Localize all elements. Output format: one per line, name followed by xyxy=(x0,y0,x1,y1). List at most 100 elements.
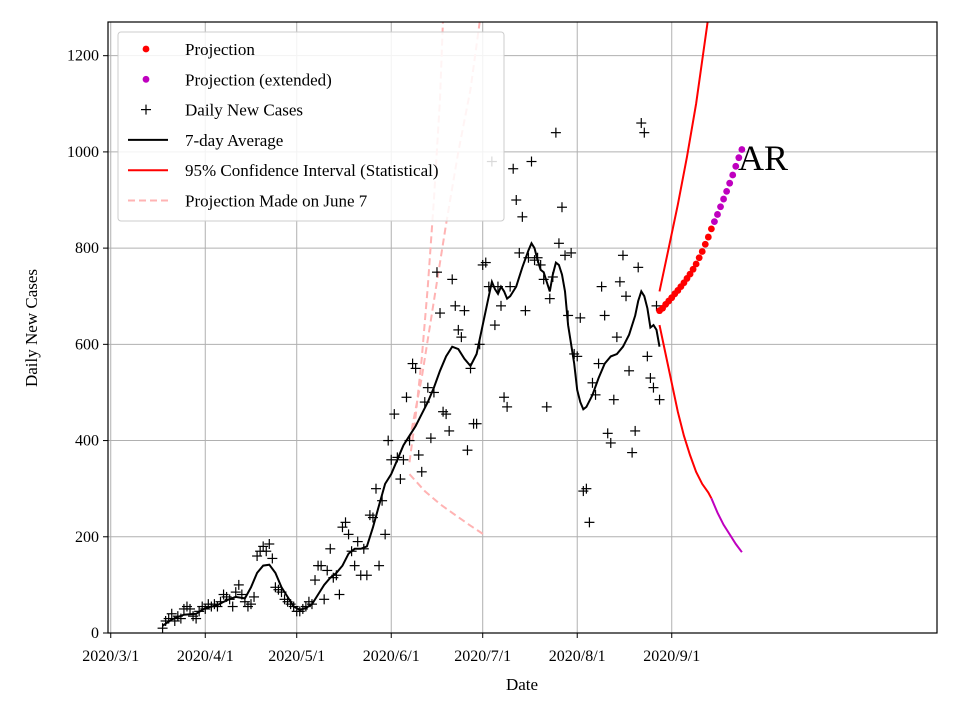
daily-case-marker xyxy=(614,276,625,287)
daily-case-marker xyxy=(185,603,196,614)
daily-case-marker xyxy=(587,377,598,388)
daily-case-marker xyxy=(654,394,665,405)
daily-case-marker xyxy=(611,332,622,343)
legend-entry-7-day-average: 7-day Average xyxy=(128,131,283,150)
projection-extended-point xyxy=(738,146,746,153)
legend-marker xyxy=(142,75,150,83)
y-tick-label: 0 xyxy=(91,625,99,642)
daily-case-marker xyxy=(483,281,494,292)
daily-case-marker xyxy=(605,437,616,448)
projection-extended-point xyxy=(723,187,731,195)
daily-case-marker xyxy=(395,474,406,485)
projection-extended-point xyxy=(732,162,740,170)
daily-case-marker xyxy=(544,293,555,304)
daily-case-marker xyxy=(593,358,604,369)
daily-case-marker xyxy=(450,300,461,311)
daily-case-marker xyxy=(386,454,397,465)
daily-case-marker xyxy=(374,560,385,571)
daily-case-marker xyxy=(236,589,247,600)
daily-case-marker xyxy=(526,156,537,167)
daily-case-marker xyxy=(389,409,400,420)
x-tick-label: 2020/8/1 xyxy=(549,648,606,665)
x-tick-label: 2020/5/1 xyxy=(268,648,325,665)
legend: Projection Projection (extended) Daily New… xyxy=(117,31,505,222)
projection-point xyxy=(692,260,700,268)
legend-marker xyxy=(142,45,150,53)
daily-case-marker xyxy=(343,529,354,540)
y-axis-label: Daily New Cases xyxy=(22,269,41,387)
daily-case-marker xyxy=(306,599,317,610)
daily-case-marker xyxy=(599,310,610,321)
legend-label: 7-day Average xyxy=(185,131,283,150)
daily-case-marker xyxy=(361,570,372,581)
daily-case-marker xyxy=(264,538,275,549)
daily-case-marker xyxy=(584,517,595,528)
plot-frame xyxy=(107,21,938,634)
daily-case-marker xyxy=(581,483,592,494)
95-confidence-interval-extended-lower-line xyxy=(710,497,743,553)
95-confidence-interval-statistical-upper-line xyxy=(658,22,709,292)
daily-case-marker xyxy=(489,320,500,331)
legend-label: Projection (extended) xyxy=(185,70,332,89)
projection-extended-point xyxy=(726,179,734,187)
daily-case-marker xyxy=(523,252,534,263)
legend-box xyxy=(117,31,505,222)
daily-case-marker xyxy=(325,543,336,554)
daily-case-marker xyxy=(431,267,442,278)
daily-case-marker xyxy=(480,257,491,268)
projection-point xyxy=(695,254,703,262)
daily-case-marker xyxy=(630,425,641,436)
projection-extended-point xyxy=(729,171,737,179)
daily-case-marker xyxy=(319,594,330,605)
daily-case-marker xyxy=(602,428,613,439)
legend-entry-daily-new-cases: Daily New Cases xyxy=(141,101,303,120)
daily-case-marker xyxy=(392,452,403,463)
daily-case-marker xyxy=(425,433,436,444)
x-tick-label: 2020/9/1 xyxy=(643,648,700,665)
daily-case-marker xyxy=(553,238,564,249)
daily-case-marker xyxy=(383,435,394,446)
daily-case-marker xyxy=(398,454,409,465)
daily-case-marker xyxy=(645,373,656,384)
daily-case-marker xyxy=(471,418,482,429)
daily-case-marker xyxy=(502,401,513,412)
daily-case-marker xyxy=(474,339,485,350)
daily-case-marker xyxy=(377,495,388,506)
y-tick-label: 800 xyxy=(75,240,99,257)
daily-case-marker xyxy=(572,351,583,362)
state-annotation: AR xyxy=(738,138,788,178)
daily-case-marker xyxy=(175,613,186,624)
daily-case-marker xyxy=(346,546,357,557)
daily-case-marker xyxy=(453,324,464,335)
daily-case-marker xyxy=(410,363,421,374)
legend-entry-projection-extended: Projection (extended) xyxy=(142,70,332,89)
daily-case-marker xyxy=(563,310,574,321)
daily-case-marker xyxy=(166,608,177,619)
daily-case-marker xyxy=(340,517,351,528)
daily-case-marker xyxy=(444,425,455,436)
daily-case-marker xyxy=(550,127,561,138)
y-tick-label: 400 xyxy=(75,433,99,450)
daily-case-marker xyxy=(648,382,659,393)
daily-case-marker xyxy=(419,397,430,408)
daily-case-marker xyxy=(535,259,546,270)
daily-case-marker xyxy=(496,300,507,311)
daily-case-marker xyxy=(636,118,647,129)
projection-point xyxy=(704,233,712,241)
daily-case-marker xyxy=(428,387,439,398)
daily-case-marker xyxy=(520,305,531,316)
y-tick-label: 1200 xyxy=(67,48,99,65)
y-tick-label: 1000 xyxy=(67,144,99,161)
daily-case-marker xyxy=(627,447,638,458)
daily-case-marker xyxy=(358,543,369,554)
daily-case-marker xyxy=(261,546,272,557)
7-day-average-line xyxy=(162,241,661,627)
projection-point xyxy=(689,265,697,273)
daily-case-marker xyxy=(367,512,378,523)
daily-case-marker xyxy=(508,163,519,174)
legend-label: Projection xyxy=(185,40,255,59)
x-tick-label: 2020/7/1 xyxy=(454,648,511,665)
projection-point xyxy=(701,240,709,248)
daily-case-marker xyxy=(249,591,260,602)
